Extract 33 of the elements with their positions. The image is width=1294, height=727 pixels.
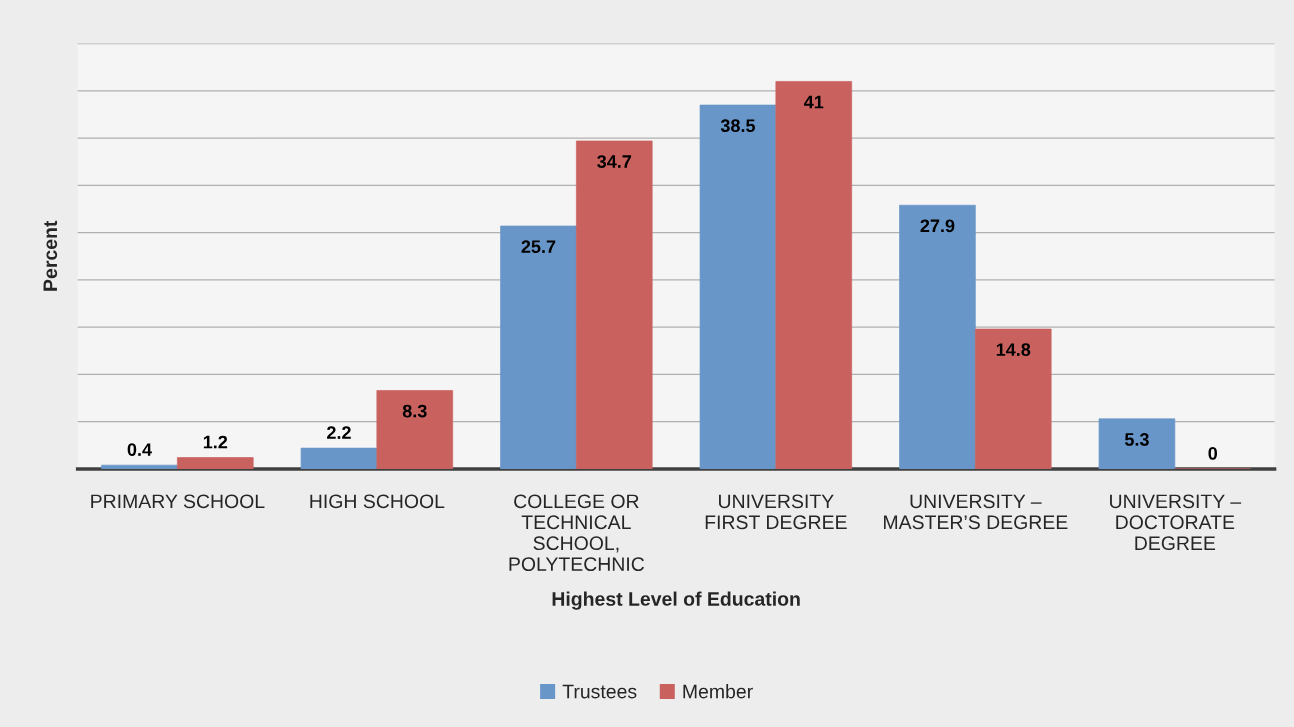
bar — [1098, 418, 1176, 469]
data-label: 8.3 — [402, 404, 427, 418]
data-label: 0.4 — [127, 443, 152, 457]
bar — [500, 225, 577, 469]
bar — [975, 328, 1052, 469]
x-tick-label: COLLEGE OR TECHNICAL SCHOOL, POLYTECHNIC — [509, 494, 645, 572]
x-axis-title: Highest Level of Education — [552, 591, 800, 610]
data-label: 41 — [804, 95, 824, 109]
y-axis-title: Percent — [43, 220, 58, 291]
bar — [576, 140, 653, 469]
data-label: 34.7 — [597, 155, 632, 168]
x-tick-label: UNIVERSITY – DOCTORATE DEGREE — [1110, 494, 1242, 551]
data-label: 25.7 — [521, 240, 556, 254]
data-label: 1.2 — [203, 435, 228, 449]
x-tick-label: HIGH SCHOOL — [310, 494, 445, 509]
bar — [177, 457, 254, 469]
bar — [775, 81, 853, 469]
data-label: 38.5 — [720, 119, 756, 133]
x-tick-label: UNIVERSITY – MASTER’S DEGREE — [884, 494, 1068, 530]
bar — [899, 204, 976, 469]
legend-label: Trustees — [562, 684, 637, 699]
x-tick-label: PRIMARY SCHOOL — [91, 494, 265, 509]
data-label: 27.9 — [920, 219, 955, 233]
data-label: 5.3 — [1124, 433, 1149, 446]
bar — [376, 390, 454, 469]
data-label: 2.2 — [327, 426, 351, 439]
bar — [101, 464, 178, 469]
x-tick-label: UNIVERSITY FIRST DEGREE — [705, 494, 847, 530]
data-label: 14.8 — [996, 343, 1031, 357]
bar — [300, 447, 378, 469]
data-label: 0 — [1208, 447, 1218, 460]
legend-label: Member — [683, 684, 753, 699]
bar — [699, 104, 777, 469]
